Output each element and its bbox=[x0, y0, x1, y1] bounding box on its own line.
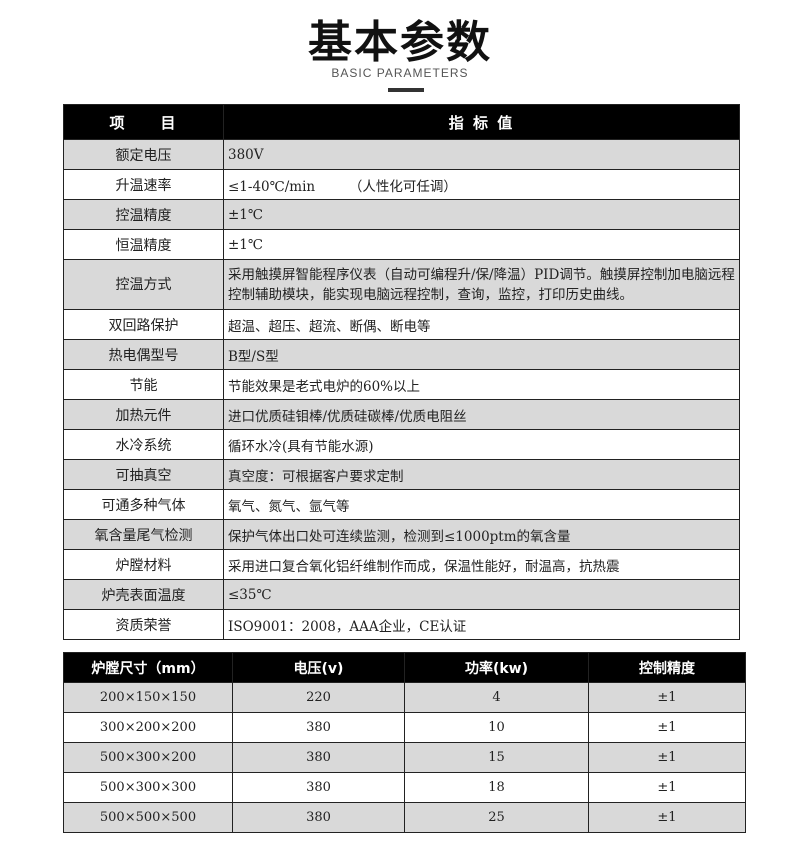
param-row: 双回路保护 超温、超压、超流、断偶、断电等 bbox=[63, 309, 740, 340]
model-size: 500×300×300 bbox=[63, 772, 233, 803]
param-label: 恒温精度 bbox=[63, 229, 224, 260]
model-row: 500×300×300 380 18 ±1 bbox=[63, 772, 746, 803]
param-row: 资质荣誉 ISO9001：2008，AAA企业，CE认证 bbox=[63, 609, 740, 640]
param-row: 加热元件 进口优质硅钼棒/优质硅碳棒/优质电阻丝 bbox=[63, 399, 740, 430]
model-voltage: 220 bbox=[232, 682, 405, 713]
param-label: 可抽真空 bbox=[63, 459, 224, 490]
model-voltage: 380 bbox=[232, 772, 405, 803]
param-label: 氧含量尾气检测 bbox=[63, 519, 224, 550]
param-value: 采用触摸屏智能程序仪表（自动可编程升/保/降温）PID调节。触摸屏控制加电脑远程… bbox=[223, 259, 740, 310]
model-precision: ±1 bbox=[588, 802, 746, 833]
param-value: ≤35℃ bbox=[223, 579, 740, 610]
model-size: 500×500×500 bbox=[63, 802, 233, 833]
param-value: ±1℃ bbox=[223, 199, 740, 230]
param-row: 炉膛材料 采用进口复合氧化铝纤维制作而成，保温性能好，耐温高，抗热震 bbox=[63, 549, 740, 580]
header-size: 炉膛尺寸（mm） bbox=[63, 652, 233, 683]
param-row: 控温方式 采用触摸屏智能程序仪表（自动可编程升/保/降温）PID调节。触摸屏控制加… bbox=[63, 259, 740, 310]
model-row: 300×200×200 380 10 ±1 bbox=[63, 712, 746, 743]
param-row: 热电偶型号 B型/S型 bbox=[63, 339, 740, 370]
model-power: 4 bbox=[404, 682, 589, 713]
model-voltage: 380 bbox=[232, 712, 405, 743]
param-row: 额定电压 380V bbox=[63, 139, 740, 170]
model-row: 200×150×150 220 4 ±1 bbox=[63, 682, 746, 713]
param-value: 保护气体出口处可连续监测，检测到≤1000ptm的氧含量 bbox=[223, 519, 740, 550]
param-label: 加热元件 bbox=[63, 399, 224, 430]
header-power: 功率(kw) bbox=[404, 652, 589, 683]
model-power: 15 bbox=[404, 742, 589, 773]
param-label: 炉壳表面温度 bbox=[63, 579, 224, 610]
header-item: 项 目 bbox=[63, 104, 224, 140]
header-precision: 控制精度 bbox=[588, 652, 746, 683]
model-precision: ±1 bbox=[588, 742, 746, 773]
param-value: ±1℃ bbox=[223, 229, 740, 260]
model-size: 300×200×200 bbox=[63, 712, 233, 743]
model-power: 25 bbox=[404, 802, 589, 833]
model-precision: ±1 bbox=[588, 682, 746, 713]
param-label: 升温速率 bbox=[63, 169, 224, 200]
param-row: 可抽真空 真空度：可根据客户要求定制 bbox=[63, 459, 740, 490]
param-label: 可通多种气体 bbox=[63, 489, 224, 520]
model-size: 500×300×200 bbox=[63, 742, 233, 773]
parameters-table: 项 目 指 标 值 额定电压 380V 升温速率 ≤1-40℃/min （人性化可任调… bbox=[63, 104, 740, 640]
param-value: 真空度：可根据客户要求定制 bbox=[223, 459, 740, 490]
model-power: 18 bbox=[404, 772, 589, 803]
param-value: 380V bbox=[223, 139, 740, 170]
param-row: 水冷系统 循环水冷(具有节能水源) bbox=[63, 429, 740, 460]
model-voltage: 380 bbox=[232, 802, 405, 833]
model-precision: ±1 bbox=[588, 772, 746, 803]
param-row: 炉壳表面温度 ≤35℃ bbox=[63, 579, 740, 610]
param-value: 氧气、氮气、氩气等 bbox=[223, 489, 740, 520]
param-value: B型/S型 bbox=[223, 339, 740, 370]
param-label: 控温方式 bbox=[63, 259, 224, 310]
model-voltage: 380 bbox=[232, 742, 405, 773]
page-title: 基本参数 bbox=[308, 17, 492, 68]
title-divider bbox=[388, 88, 424, 92]
model-size: 200×150×150 bbox=[63, 682, 233, 713]
param-value: 进口优质硅钼棒/优质硅碳棒/优质电阻丝 bbox=[223, 399, 740, 430]
param-label: 额定电压 bbox=[63, 139, 224, 170]
model-row: 500×300×200 380 15 ±1 bbox=[63, 742, 746, 773]
param-value: 采用进口复合氧化铝纤维制作而成，保温性能好，耐温高，抗热震 bbox=[223, 549, 740, 580]
param-row: 可通多种气体 氧气、氮气、氩气等 bbox=[63, 489, 740, 520]
param-value: 循环水冷(具有节能水源) bbox=[223, 429, 740, 460]
param-label: 热电偶型号 bbox=[63, 339, 224, 370]
param-label: 双回路保护 bbox=[63, 309, 224, 340]
page-subtitle: BASIC PARAMETERS bbox=[331, 66, 469, 80]
param-value: 超温、超压、超流、断偶、断电等 bbox=[223, 309, 740, 340]
param-row: 节能 节能效果是老式电炉的60%以上 bbox=[63, 369, 740, 400]
param-value: ≤1-40℃/min （人性化可任调） bbox=[223, 169, 740, 200]
param-label: 水冷系统 bbox=[63, 429, 224, 460]
model-precision: ±1 bbox=[588, 712, 746, 743]
param-row: 升温速率 ≤1-40℃/min （人性化可任调） bbox=[63, 169, 740, 200]
param-value: ISO9001：2008，AAA企业，CE认证 bbox=[223, 609, 740, 640]
model-row: 500×500×500 380 25 ±1 bbox=[63, 802, 746, 833]
param-label: 炉膛材料 bbox=[63, 549, 224, 580]
param-label: 节能 bbox=[63, 369, 224, 400]
param-row: 氧含量尾气检测 保护气体出口处可连续监测，检测到≤1000ptm的氧含量 bbox=[63, 519, 740, 550]
param-label: 控温精度 bbox=[63, 199, 224, 230]
param-value: 节能效果是老式电炉的60%以上 bbox=[223, 369, 740, 400]
header-voltage: 电压(v) bbox=[232, 652, 405, 683]
param-label: 资质荣誉 bbox=[63, 609, 224, 640]
models-table: 炉膛尺寸（mm） 电压(v) 功率(kw) 控制精度 200×150×150 22… bbox=[63, 652, 746, 833]
model-power: 10 bbox=[404, 712, 589, 743]
param-row: 控温精度 ±1℃ bbox=[63, 199, 740, 230]
param-row: 恒温精度 ±1℃ bbox=[63, 229, 740, 260]
header-value: 指 标 值 bbox=[223, 104, 740, 140]
